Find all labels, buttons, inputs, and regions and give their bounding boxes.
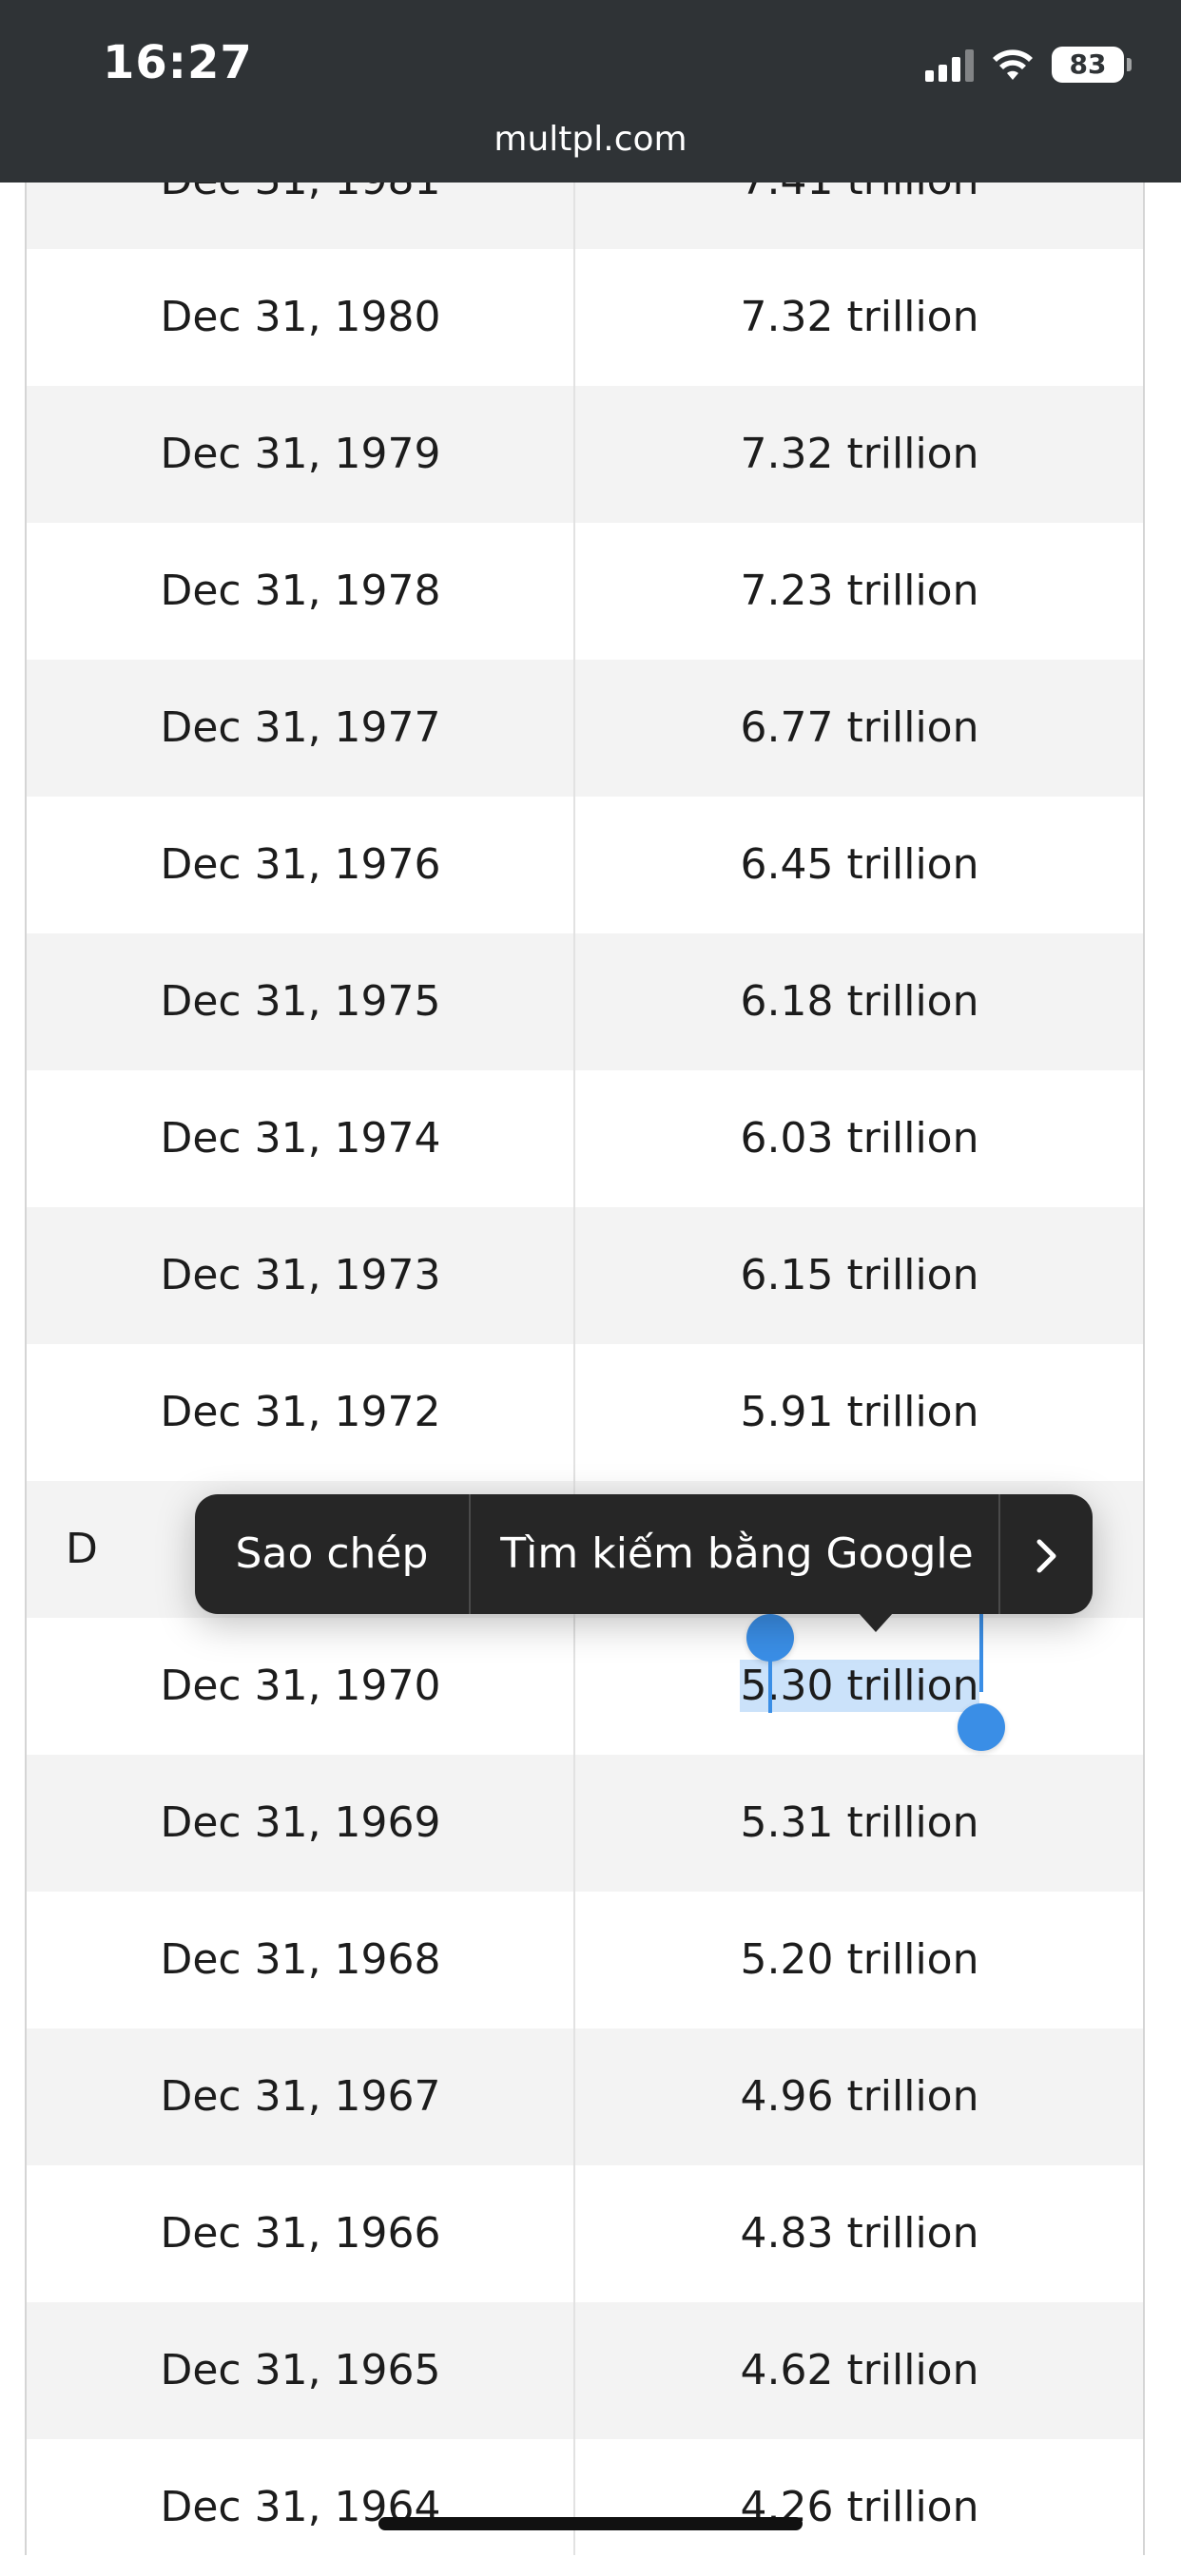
table-cell-value: 5.31 trillion xyxy=(740,1798,979,1847)
table-cell-date: Dec 31, 1977 xyxy=(160,703,441,752)
status-time: 16:27 xyxy=(103,36,253,89)
table-cell-date: Dec 31, 1968 xyxy=(160,1935,441,1984)
table-cell-date: Dec 31, 1973 xyxy=(160,1251,441,1299)
status-icons: 83 xyxy=(925,44,1132,86)
table-cell-value: 6.18 trillion xyxy=(740,977,979,1026)
table-row: Dec 31, 1979 7.32 trillion xyxy=(27,386,1143,523)
table-cell-date: Dec 31, 1972 xyxy=(160,1388,441,1436)
table-column-divider xyxy=(573,183,575,2555)
table-row: Dec 31, 1968 5.20 trillion xyxy=(27,1892,1143,2028)
table-cell-value: 7.32 trillion xyxy=(740,430,979,478)
table-cell-value: 5.20 trillion xyxy=(740,1935,979,1984)
selection-end-line xyxy=(979,1608,983,1692)
text-selection-context-menu: Sao chép Tìm kiếm bằng Google xyxy=(195,1494,1093,1614)
more-options-button[interactable] xyxy=(1000,1494,1093,1614)
table-cell-date: Dec 31, 1980 xyxy=(160,293,441,341)
table-cell-date: Dec 31, 1965 xyxy=(160,2346,441,2394)
table-row: Dec 31, 1974 6.03 trillion xyxy=(27,1070,1143,1207)
table-cell-value: 6.45 trillion xyxy=(740,840,979,889)
battery-icon: 83 xyxy=(1052,47,1132,83)
cellular-signal-icon xyxy=(925,48,974,82)
selected-text[interactable]: 5.30 trillion xyxy=(740,1660,979,1712)
address-bar-url[interactable]: multpl.com xyxy=(494,120,687,159)
status-and-url-bar: 16:27 83 multpl.com xyxy=(0,0,1181,183)
table-cell-date: Dec 31, 1974 xyxy=(160,1114,441,1163)
table-left-border xyxy=(25,183,27,2555)
table-cell-date: Dec 31, 1967 xyxy=(160,2072,441,2121)
table-cell-value: 5.91 trillion xyxy=(740,1388,979,1436)
table-row: Dec 31, 1970 5.30 trillion xyxy=(27,1618,1143,1755)
table-cell-value: 7.32 trillion xyxy=(740,293,979,341)
copy-menu-item[interactable]: Sao chép xyxy=(235,1529,429,1578)
table-row: Dec 31, 1966 4.83 trillion xyxy=(27,2165,1143,2302)
table-cell-value: 6.03 trillion xyxy=(740,1114,979,1163)
menu-separator xyxy=(469,1494,471,1614)
table-row: Dec 31, 1977 6.77 trillion xyxy=(27,660,1143,797)
search-google-menu-item[interactable]: Tìm kiếm bằng Google xyxy=(500,1529,974,1578)
table-row: Dec 31, 1980 7.32 trillion xyxy=(27,249,1143,386)
menu-separator xyxy=(998,1494,1000,1614)
table-cell-date: Dec 31, 1976 xyxy=(160,840,441,889)
home-indicator[interactable] xyxy=(378,2517,803,2530)
table-cell-value: 7.23 trillion xyxy=(740,567,979,615)
wifi-icon xyxy=(993,49,1033,80)
table-cell-date: Dec 31, 1975 xyxy=(160,977,441,1026)
table-cell-value: 4.96 trillion xyxy=(740,2072,979,2121)
table-row: Dec 31, 1973 6.15 trillion xyxy=(27,1207,1143,1344)
table-row: Dec 31, 1964 4.26 trillion xyxy=(27,2439,1143,2555)
table-cell-value: 4.62 trillion xyxy=(740,2346,979,2394)
table-cell-value: 6.77 trillion xyxy=(740,703,979,752)
table-cell-value[interactable]: 5.30 trillion xyxy=(576,1618,1143,1755)
table-cell-value: 6.15 trillion xyxy=(740,1251,979,1299)
chevron-right-icon xyxy=(1036,1539,1055,1573)
selection-end-handle[interactable] xyxy=(958,1703,1005,1751)
table-cell-date: D xyxy=(66,1525,98,1573)
table-cell-date: Dec 31, 1964 xyxy=(160,2483,441,2531)
table-right-border xyxy=(1143,183,1145,2555)
table-cell-date: Dec 31, 1969 xyxy=(160,1798,441,1847)
table-row: Dec 31, 1969 5.31 trillion xyxy=(27,1755,1143,1892)
table-cell-date: Dec 31, 1978 xyxy=(160,567,441,615)
table-row: Dec 31, 1978 7.23 trillion xyxy=(27,523,1143,660)
table-row: Dec 31, 1967 4.96 trillion xyxy=(27,2028,1143,2165)
table-cell-value: 4.26 trillion xyxy=(740,2483,979,2531)
table-cell-date: Dec 31, 1979 xyxy=(160,430,441,478)
table-cell-date: Dec 31, 1970 xyxy=(160,1662,441,1710)
selection-start-line xyxy=(768,1637,772,1713)
table-row: Dec 31, 1972 5.91 trillion xyxy=(27,1344,1143,1481)
table-cell-date: Dec 31, 1966 xyxy=(160,2209,441,2258)
table-cell-value: 4.83 trillion xyxy=(740,2209,979,2258)
table-row: Dec 31, 1976 6.45 trillion xyxy=(27,797,1143,933)
table-row: Dec 31, 1975 6.18 trillion xyxy=(27,933,1143,1070)
menu-pointer xyxy=(859,1613,893,1632)
table-row: Dec 31, 1965 4.62 trillion xyxy=(27,2302,1143,2439)
